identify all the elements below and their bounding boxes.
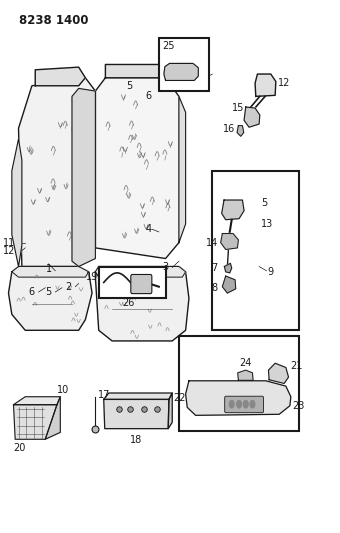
Polygon shape [238, 370, 253, 380]
Text: 12: 12 [3, 246, 15, 255]
Polygon shape [186, 381, 291, 415]
Polygon shape [14, 397, 60, 405]
Text: 10: 10 [57, 385, 69, 395]
Circle shape [230, 400, 234, 408]
Polygon shape [221, 233, 238, 249]
Polygon shape [72, 88, 96, 266]
Circle shape [250, 400, 255, 408]
Text: 15: 15 [232, 103, 244, 113]
FancyBboxPatch shape [225, 396, 264, 413]
Polygon shape [244, 107, 260, 127]
Polygon shape [179, 96, 186, 243]
Text: 8: 8 [211, 283, 217, 293]
Bar [159, 38, 209, 91]
Polygon shape [237, 126, 244, 136]
Text: 3: 3 [163, 262, 169, 271]
Text: 16: 16 [223, 124, 235, 134]
Text: 24: 24 [239, 358, 251, 368]
Text: 22: 22 [173, 393, 186, 403]
Polygon shape [96, 78, 179, 259]
Circle shape [243, 400, 248, 408]
Text: 12: 12 [277, 78, 290, 88]
Text: 5: 5 [126, 81, 132, 91]
Text: 2: 2 [66, 282, 72, 292]
Text: 11: 11 [3, 238, 15, 247]
Bar [212, 171, 299, 330]
Polygon shape [164, 63, 198, 80]
Polygon shape [19, 78, 96, 266]
Text: 9: 9 [268, 267, 274, 277]
Text: 13: 13 [261, 219, 273, 229]
Polygon shape [224, 263, 232, 273]
Polygon shape [105, 64, 169, 78]
Polygon shape [168, 393, 172, 429]
Text: 20: 20 [14, 443, 26, 453]
Text: 1: 1 [46, 264, 52, 274]
Text: 17: 17 [98, 390, 110, 400]
Polygon shape [45, 397, 60, 439]
Text: 6: 6 [29, 287, 35, 297]
Text: 6: 6 [146, 91, 152, 101]
Polygon shape [8, 266, 92, 330]
Polygon shape [222, 200, 244, 220]
Polygon shape [35, 67, 85, 86]
Text: 19: 19 [86, 272, 98, 281]
Text: 26: 26 [123, 298, 135, 309]
Polygon shape [104, 393, 172, 399]
Polygon shape [96, 266, 186, 277]
Text: 14: 14 [206, 238, 218, 247]
Polygon shape [269, 364, 289, 383]
Text: 23: 23 [292, 401, 304, 411]
FancyBboxPatch shape [131, 274, 152, 294]
Text: 5: 5 [46, 287, 52, 297]
Polygon shape [96, 266, 189, 341]
Text: 5: 5 [261, 198, 267, 208]
Bar [99, 266, 166, 298]
Text: 8238 1400: 8238 1400 [19, 14, 88, 27]
Text: 21: 21 [290, 361, 302, 372]
Polygon shape [12, 139, 22, 266]
Text: 4: 4 [146, 224, 152, 235]
Polygon shape [12, 266, 89, 277]
Polygon shape [104, 399, 169, 429]
Polygon shape [255, 74, 276, 96]
Bar [179, 336, 299, 431]
Polygon shape [14, 405, 57, 439]
Text: 18: 18 [130, 435, 142, 445]
Text: 7: 7 [211, 263, 217, 272]
Circle shape [237, 400, 241, 408]
Polygon shape [222, 276, 236, 293]
Text: 25: 25 [162, 41, 175, 51]
